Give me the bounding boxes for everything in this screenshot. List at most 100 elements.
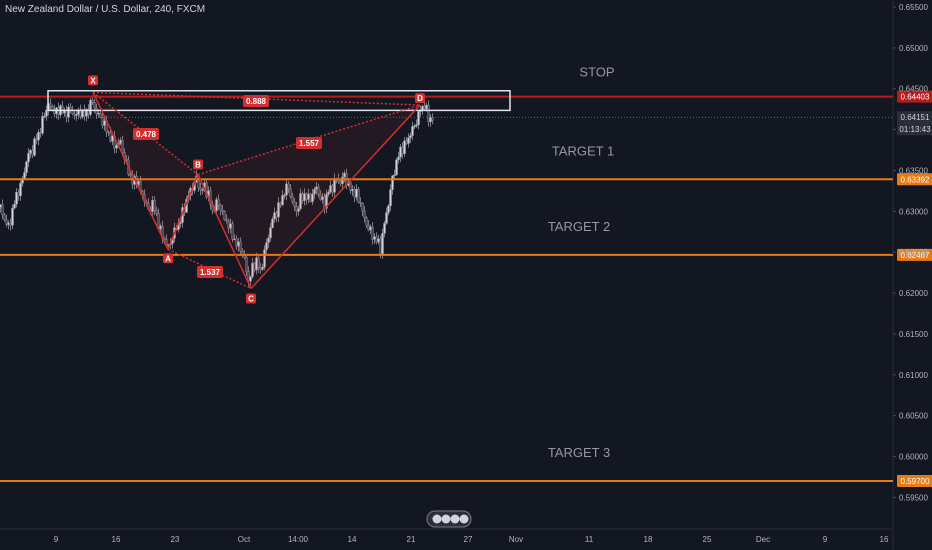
x-tick-label-8: Nov [509, 535, 523, 544]
candle-body [263, 249, 266, 268]
candle-body [0, 204, 2, 208]
candle [299, 188, 302, 211]
candle [351, 184, 354, 196]
point-badge-c[interactable] [246, 293, 256, 304]
candle [365, 216, 368, 228]
point-label-c: C [248, 295, 254, 304]
time-axis[interactable]: 9 16 23 Oct 14:00 14 21 27 Nov 11 18 25 Dec 9 16 [54, 535, 889, 544]
candle-body [247, 271, 250, 282]
candle-body [57, 107, 60, 115]
y-tick-label-8: 0.61500 [899, 330, 928, 339]
candle-body [239, 241, 242, 252]
price-axis[interactable]: 0.64403 0.63392 0.62467 0.59700 0.65500 0.650… [893, 3, 932, 502]
point-label-x: X [90, 76, 96, 85]
candle-body [371, 226, 374, 240]
leg-xa [92, 92, 169, 250]
candle-body [101, 116, 104, 126]
candle [371, 222, 374, 245]
candle-body [37, 132, 40, 141]
candle [385, 207, 388, 225]
x-tick-label-0: 9 [54, 535, 59, 544]
tradingview-logo[interactable] [426, 510, 472, 528]
chart-title: New Zealand Dollar / U.S. Dollar, 240, F… [5, 4, 206, 15]
candle-body [363, 210, 366, 218]
y-tick-label-4: 0.63500 [899, 166, 928, 175]
candle [387, 204, 390, 216]
point-badge-b[interactable] [193, 159, 203, 170]
candle [19, 178, 22, 201]
candle [21, 175, 24, 187]
candle-body [409, 135, 412, 138]
candle [107, 130, 110, 136]
candle [409, 132, 412, 143]
candle [9, 218, 12, 231]
stop-zone-box[interactable] [47, 90, 511, 112]
candle-body [25, 161, 28, 173]
candle-body [379, 238, 382, 254]
candle [75, 109, 78, 121]
y-tick-label-5: 0.63000 [899, 207, 928, 216]
candle [15, 188, 18, 208]
candle [87, 104, 90, 119]
point-badge-x[interactable] [88, 75, 98, 86]
candle-body [299, 193, 302, 209]
candle [263, 245, 266, 271]
candle-body [425, 104, 428, 110]
candle-body [393, 174, 396, 177]
candle [13, 200, 16, 210]
candle-body [297, 208, 300, 212]
stop-zone-rect[interactable] [47, 90, 511, 112]
level-price-badge-3 [897, 475, 932, 487]
candle-body [411, 126, 414, 136]
candle [249, 275, 252, 286]
candle-body [293, 201, 296, 207]
candle-body [15, 192, 18, 205]
candle-body [33, 138, 36, 156]
candle [415, 119, 418, 129]
candle-body [349, 182, 352, 191]
point-badge-a[interactable] [163, 253, 173, 264]
candle-body [415, 124, 418, 127]
leg-bc [197, 174, 252, 289]
candle-body [429, 117, 432, 122]
candle [373, 233, 376, 244]
candle [231, 220, 234, 243]
candle-body [359, 202, 362, 204]
harmonic-pattern[interactable]: 0.478 1.537 1.557 0.888 X A B C D [88, 75, 425, 304]
candle [287, 181, 290, 194]
candle [427, 100, 430, 127]
candle [41, 112, 44, 136]
candle [7, 220, 10, 230]
candle-body [325, 194, 328, 209]
candle-body [281, 195, 284, 206]
candle [401, 142, 404, 159]
candle-body [19, 183, 22, 196]
candle [285, 178, 288, 201]
pattern-triangle-bcd [198, 105, 420, 289]
x-tick-label-4: 14:00 [288, 535, 309, 544]
x-tick-label-6: 21 [407, 535, 416, 544]
candle-body [341, 176, 344, 184]
pattern-triangle-xab [93, 92, 198, 250]
candle-body [129, 174, 132, 176]
ratio-label-0: 0.478 [136, 130, 157, 139]
candle-body [413, 125, 416, 128]
level-price-badge-2 [897, 248, 932, 261]
x-tick-label-7: 27 [464, 535, 473, 544]
candle [1, 199, 4, 220]
y-tick-label-1: 0.65000 [899, 44, 928, 53]
level-price-label-3: 0.59700 [901, 477, 930, 486]
candle [289, 184, 292, 199]
candle [411, 121, 414, 141]
point-badge-d[interactable] [415, 93, 425, 104]
candle-body [5, 219, 8, 225]
grid [0, 0, 894, 550]
candle-body [373, 236, 376, 240]
candle-body [357, 188, 360, 203]
bar-countdown: 01:13:43 [899, 125, 931, 134]
candle-body [277, 202, 280, 218]
candle [313, 187, 316, 200]
candle-body [103, 120, 106, 126]
candle-body [223, 210, 226, 220]
